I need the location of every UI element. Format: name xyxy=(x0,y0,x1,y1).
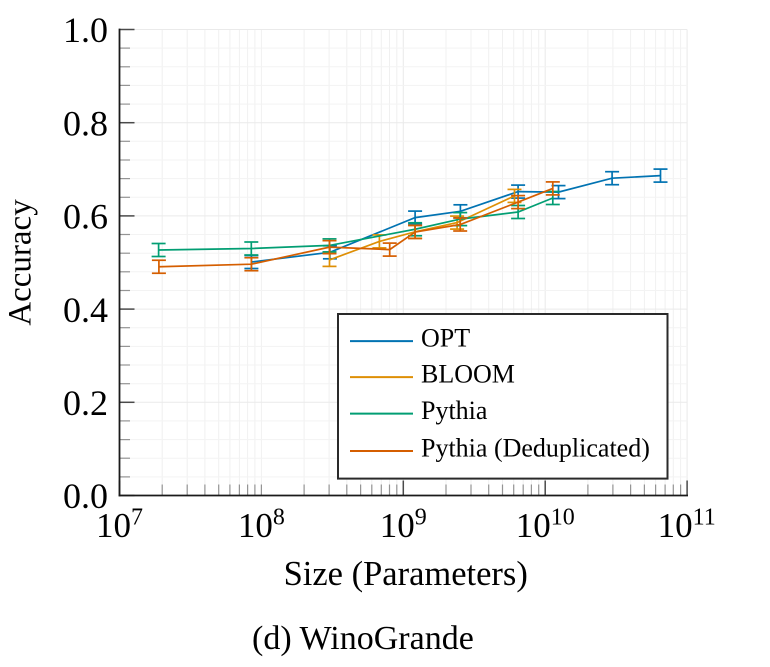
svg-text:Pythia (Deduplicated): Pythia (Deduplicated) xyxy=(421,434,650,463)
svg-text:1.0: 1.0 xyxy=(63,10,108,50)
svg-text:(d) WinoGrande: (d) WinoGrande xyxy=(252,620,474,657)
svg-text:0.8: 0.8 xyxy=(63,103,108,143)
svg-text:OPT: OPT xyxy=(421,324,470,353)
svg-text:0.4: 0.4 xyxy=(63,290,108,330)
svg-text:0.6: 0.6 xyxy=(63,197,108,237)
svg-text:Accuracy: Accuracy xyxy=(3,199,39,326)
svg-text:Size (Parameters): Size (Parameters) xyxy=(284,555,528,593)
svg-text:0.0: 0.0 xyxy=(63,476,108,516)
svg-text:0.2: 0.2 xyxy=(63,383,108,423)
svg-text:108: 108 xyxy=(238,505,285,546)
svg-text:BLOOM: BLOOM xyxy=(421,360,515,389)
svg-text:Pythia: Pythia xyxy=(421,396,488,425)
